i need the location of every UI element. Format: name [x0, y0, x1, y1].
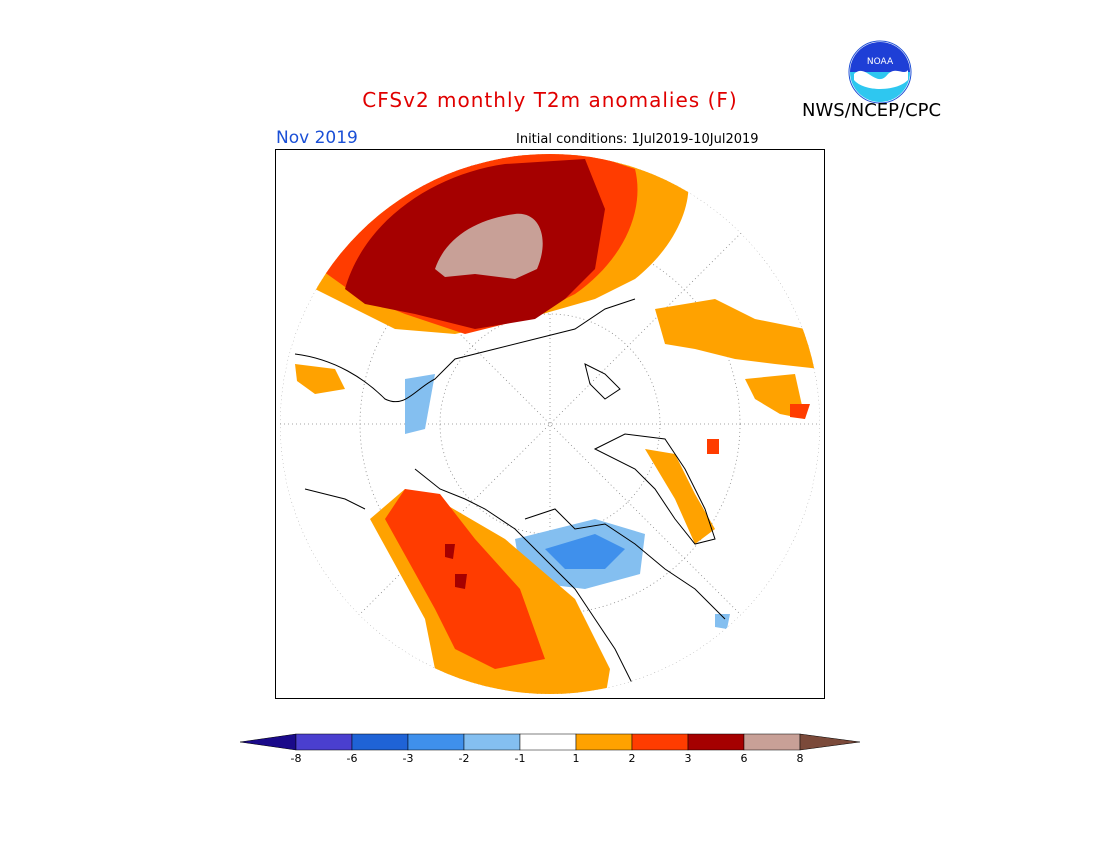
colorbar-tick-label: 8	[797, 752, 804, 765]
logo-text: NOAA	[867, 57, 894, 67]
anomaly-region-scandinavia	[655, 299, 820, 369]
colorbar-segment	[463, 733, 521, 751]
agency-label: NWS/NCEP/CPC	[802, 100, 942, 121]
map-title: CFSv2 monthly T2m anomalies (F)	[362, 88, 738, 112]
colorbar-segment	[407, 733, 465, 751]
colorbar-tick-label: 3	[685, 752, 692, 765]
anomaly-region-siberia-tan	[435, 213, 543, 279]
initial-conditions: Initial conditions: 1Jul2019-10Jul2019	[516, 132, 759, 147]
colorbar-segment	[295, 733, 353, 751]
valid-month: Nov 2019	[276, 128, 358, 148]
colorbar: -8 -6 -3 -2 -1 1 2 3 6 8	[239, 733, 861, 765]
colorbar-segment	[631, 733, 689, 751]
colorbar-tick-label: -3	[403, 752, 414, 765]
colorbar-segment	[519, 733, 577, 751]
noaa-logo: NOAA	[848, 40, 912, 104]
colorbar-segment	[351, 733, 409, 751]
colorbar-tick-label: -2	[459, 752, 470, 765]
colorbar-segment	[575, 733, 633, 751]
colorbar-tick-label: 1	[573, 752, 580, 765]
colorbar-arrow-left	[239, 733, 297, 751]
colorbar-arrow-right	[799, 733, 861, 751]
colorbar-tick-label: 6	[741, 752, 748, 765]
colorbar-tick-label: -8	[291, 752, 302, 765]
colorbar-tick-label: -1	[515, 752, 526, 765]
colorbar-segment	[687, 733, 745, 751]
colorbar-segment	[743, 733, 801, 751]
colorbar-tick-label: 2	[629, 752, 636, 765]
anomaly-region-greenland	[645, 449, 715, 544]
colorbar-tick-label: -6	[347, 752, 358, 765]
coastlines	[294, 298, 726, 690]
anomaly-map	[275, 149, 825, 699]
